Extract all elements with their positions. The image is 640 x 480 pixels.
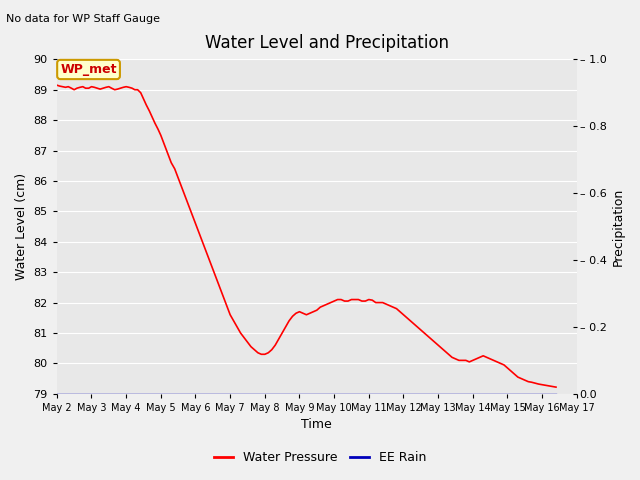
Text: WP_met: WP_met — [60, 63, 116, 76]
Y-axis label: Water Level (cm): Water Level (cm) — [15, 173, 28, 280]
Legend: Water Pressure, EE Rain: Water Pressure, EE Rain — [209, 446, 431, 469]
X-axis label: Time: Time — [301, 419, 332, 432]
Text: No data for WP Staff Gauge: No data for WP Staff Gauge — [6, 14, 161, 24]
Y-axis label: Precipitation: Precipitation — [612, 187, 625, 266]
Title: Water Level and Precipitation: Water Level and Precipitation — [205, 34, 449, 52]
